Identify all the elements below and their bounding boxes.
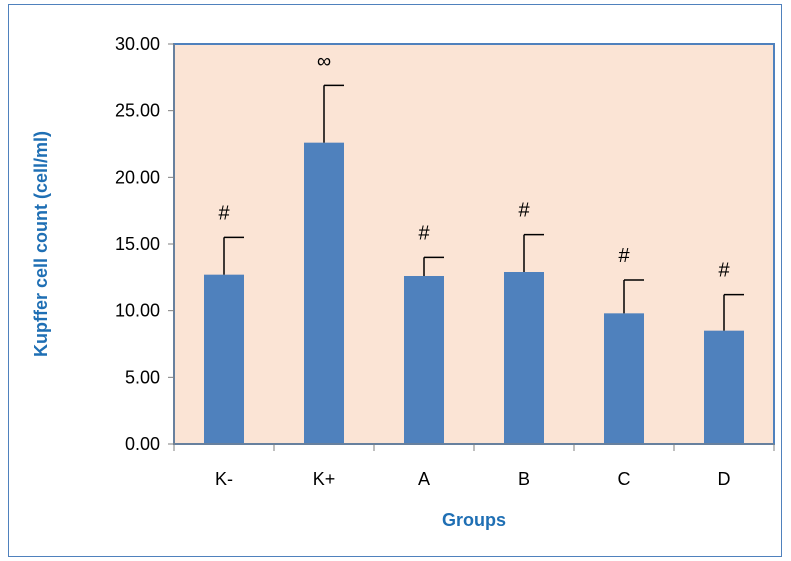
significance-mark: # [418,222,430,244]
y-axis-ticks: 0.00 5.00 10.00 15.00 20.00 25.00 30.00 [115,34,174,454]
significance-mark: # [218,202,230,224]
bars [204,142,744,444]
y-tick-label: 20.00 [115,167,160,187]
x-tick-label: B [518,469,530,489]
x-axis-title: Groups [442,510,506,530]
x-tick-label: C [618,469,631,489]
significance-mark: # [518,200,530,222]
error-bars [223,84,744,331]
bar [204,274,244,444]
significance-mark: # [718,260,730,282]
bar [304,142,344,444]
x-axis-ticks: K- K+ A B C D [173,444,775,489]
bar [604,313,644,444]
x-tick-label: K+ [313,469,336,489]
significance-mark: # [618,245,630,267]
y-tick-label: 25.00 [115,101,160,121]
significance-mark: ∞ [317,50,331,72]
y-tick-label: 0.00 [125,434,160,454]
significance-annotations: # ∞ # # # # [218,50,730,281]
x-tick-label: A [418,469,430,489]
bar [504,272,544,444]
y-tick-label: 15.00 [115,234,160,254]
y-tick-label: 5.00 [125,367,160,387]
bar [404,276,444,444]
y-tick-label: 30.00 [115,34,160,54]
bar [704,330,744,444]
y-tick-label: 10.00 [115,301,160,321]
y-axis-title: Kupffer cell count (cell/ml) [31,131,51,357]
plot-area [173,43,775,445]
x-tick-label: K- [215,469,233,489]
x-tick-label: D [718,469,731,489]
